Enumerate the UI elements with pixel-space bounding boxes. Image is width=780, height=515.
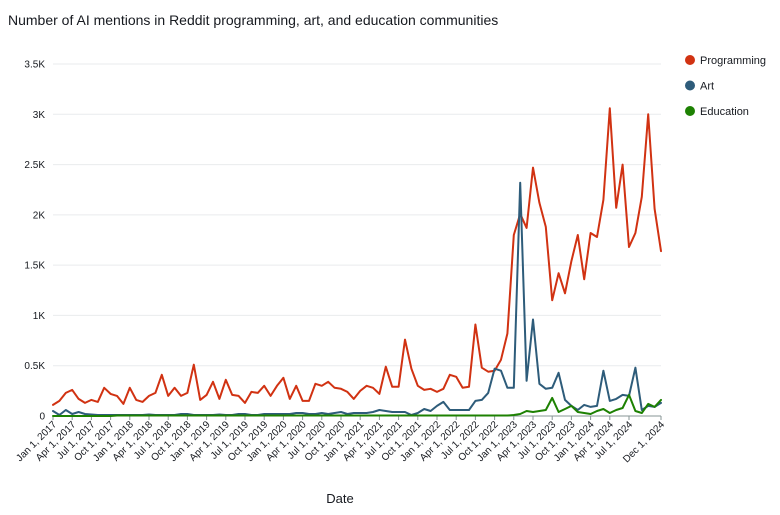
legend-item-programming[interactable]: Programming xyxy=(685,55,766,67)
legend-marker xyxy=(685,106,695,116)
legend-item-education[interactable]: Education xyxy=(685,106,749,118)
series-line-education xyxy=(52,393,662,417)
y-tick-label: 3K xyxy=(33,110,46,121)
x-axis-title: Date xyxy=(326,491,353,506)
y-tick-label: 0.5K xyxy=(24,361,45,372)
legend-label: Education xyxy=(700,106,749,118)
series-line-art xyxy=(52,181,662,416)
y-tick-label: 0 xyxy=(39,412,45,423)
series-lines xyxy=(52,107,662,417)
legend-marker xyxy=(685,80,695,91)
legend-item-art[interactable]: Art xyxy=(685,80,714,93)
series-line-programming xyxy=(52,107,662,406)
y-axis-ticks: 0 0.5K 1K 1.5K 2K 2.5K 3K 3.5K xyxy=(24,60,45,423)
legend-marker xyxy=(685,55,695,65)
y-tick-label: 3.5K xyxy=(24,60,45,71)
grid-lines xyxy=(53,63,661,417)
y-tick-label: 2K xyxy=(33,210,46,221)
legend-label: Programming xyxy=(700,55,766,67)
chart-title: Number of AI mentions in Reddit programm… xyxy=(8,12,499,28)
legend-label: Art xyxy=(700,81,714,93)
y-tick-label: 1K xyxy=(33,311,46,322)
y-tick-label: 1.5K xyxy=(24,261,45,272)
y-tick-label: 2.5K xyxy=(24,160,45,171)
legend[interactable]: Programming Art Education xyxy=(685,55,766,118)
